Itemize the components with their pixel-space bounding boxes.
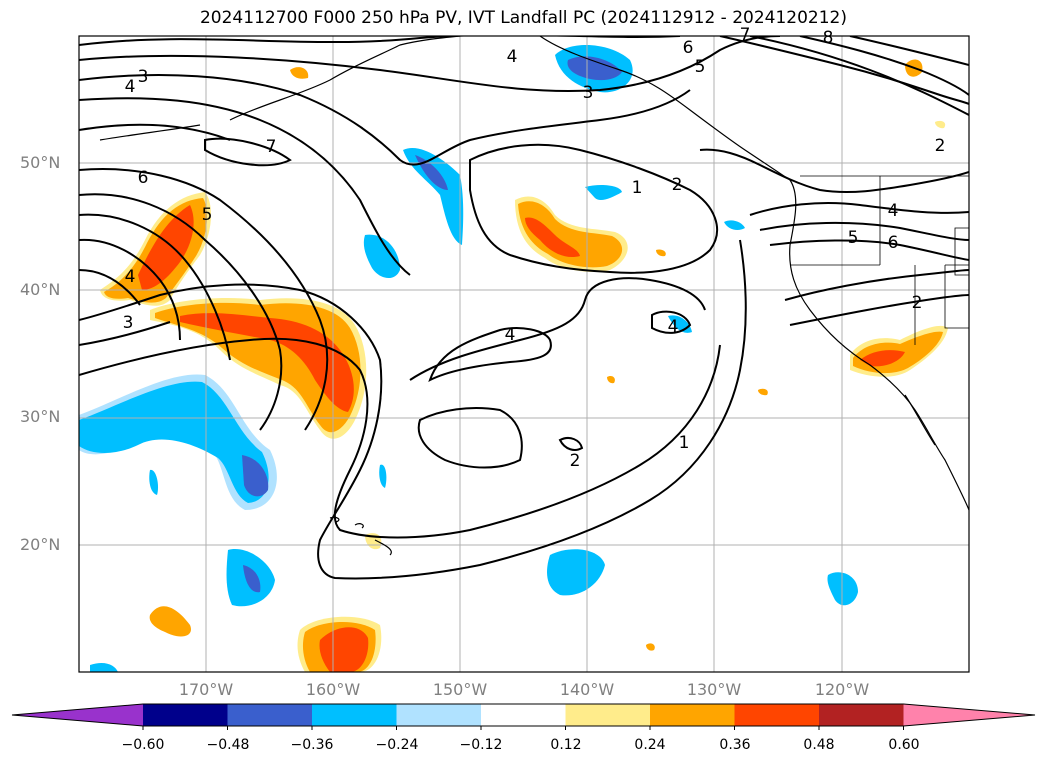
contour-label: 4 <box>668 317 679 337</box>
colorbar-tick-label: −0.36 <box>290 737 334 753</box>
lat-label: 50°N <box>20 153 61 172</box>
contour-label: 2 <box>672 175 683 195</box>
colorbar-segment <box>481 704 566 726</box>
contour-label: 6 <box>683 38 694 58</box>
contour-label: 5 <box>695 57 706 77</box>
contour-label: 4 <box>125 77 136 97</box>
contour-label: 1 <box>679 433 690 453</box>
colorbar-tick-label: −0.60 <box>121 737 165 753</box>
colorbar-tick-label: 0.60 <box>888 737 920 753</box>
colorbar-tick-label: 0.36 <box>719 737 751 753</box>
colorbar-segment <box>819 704 904 726</box>
lon-label: 130°W <box>686 680 742 699</box>
lat-label: 30°N <box>20 407 61 426</box>
contour-label: 5 <box>848 228 859 248</box>
contour-label: 2 <box>935 136 946 156</box>
colorbar-tick-label: −0.12 <box>459 737 503 753</box>
contour-label: 7 <box>266 137 277 157</box>
contour-label: 3 <box>123 313 134 333</box>
colorbar <box>11 703 1036 730</box>
colorbar-extend-max <box>903 704 1035 726</box>
contour-label: 5 <box>202 205 213 225</box>
colorbar-segment <box>650 704 735 726</box>
colorbar-segment <box>143 704 228 726</box>
contour-label: 4 <box>125 267 136 287</box>
contour-label: 1 <box>632 178 643 198</box>
lon-label: 160°W <box>305 680 361 699</box>
negative-anomaly-regions <box>79 44 858 672</box>
colorbar-tick-label: −0.24 <box>375 737 419 753</box>
colorbar-tick-label: −0.48 <box>206 737 250 753</box>
contour-label: 4 <box>507 47 518 67</box>
contour-label: 6 <box>888 233 899 253</box>
contour-labels: 3 4 6 5 4 3 7 4 3 5 6 7 8 1 2 4 4 2 1 5 … <box>123 25 946 471</box>
contour-label: 2 <box>570 451 581 471</box>
contour-label: 2 <box>912 293 923 313</box>
colorbar-segment <box>565 704 651 726</box>
lon-label: 170°W <box>178 680 234 699</box>
lat-label: 20°N <box>20 535 61 554</box>
contour-label: 4 <box>505 325 516 345</box>
colorbar-segment <box>312 704 397 726</box>
colorbar-tick-label: 0.24 <box>634 737 666 753</box>
contour-label: 3 <box>138 67 149 87</box>
contour-label: 7 <box>740 25 751 45</box>
lon-label: 120°W <box>814 680 870 699</box>
colorbar-tick-label: 0.12 <box>550 737 582 753</box>
lon-label: 140°W <box>559 680 615 699</box>
colorbar-segment <box>227 704 313 726</box>
contour-label: 6 <box>138 168 149 188</box>
map-frame <box>78 35 970 673</box>
contour-label: 3 <box>583 83 594 103</box>
contour-label: 4 <box>888 201 899 221</box>
pv-contours <box>79 36 969 580</box>
political-boundaries <box>790 175 969 345</box>
colorbar-segment <box>734 704 820 726</box>
map-title: 2024112700 F000 250 hPa PV, IVT Landfall… <box>199 8 847 28</box>
colorbar-segment <box>396 704 482 726</box>
colorbar-tick-label: 0.48 <box>803 737 835 753</box>
lat-label: 40°N <box>20 280 61 299</box>
contour-label: 8 <box>823 28 834 48</box>
lon-label: 150°W <box>432 680 488 699</box>
colorbar-extend-min <box>12 704 143 726</box>
